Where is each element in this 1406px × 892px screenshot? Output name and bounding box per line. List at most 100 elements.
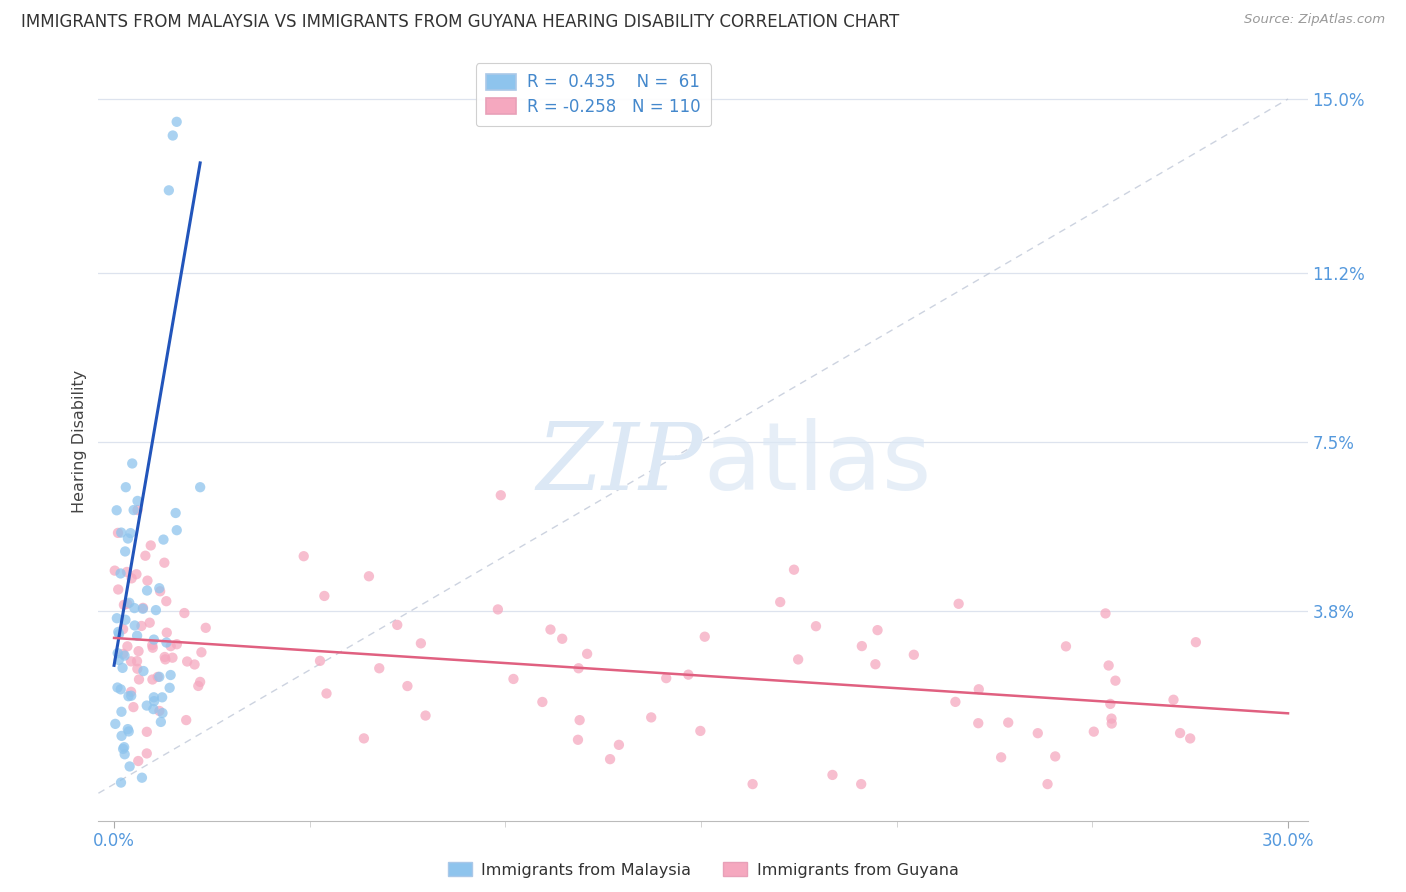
Point bbox=[1045, 749, 1067, 764]
Point bbox=[1098, 658, 1121, 673]
Text: IMMIGRANTS FROM MALAYSIA VS IMMIGRANTS FROM GUYANA HEARING DISABILITY CORRELATIO: IMMIGRANTS FROM MALAYSIA VS IMMIGRANTS F… bbox=[21, 13, 900, 31]
Point bbox=[146, 670, 169, 684]
Point bbox=[967, 716, 990, 731]
Point bbox=[120, 526, 142, 541]
Point bbox=[689, 723, 711, 738]
Point bbox=[149, 714, 172, 729]
Point bbox=[166, 637, 188, 651]
Point bbox=[135, 747, 157, 761]
Point bbox=[155, 594, 177, 608]
Point bbox=[128, 644, 150, 658]
Point bbox=[409, 636, 432, 650]
Point bbox=[188, 674, 211, 689]
Point bbox=[866, 623, 889, 637]
Point bbox=[157, 183, 180, 197]
Point bbox=[693, 630, 716, 644]
Point bbox=[1036, 777, 1059, 791]
Point bbox=[165, 506, 187, 520]
Point bbox=[128, 673, 150, 687]
Point bbox=[967, 682, 990, 697]
Point bbox=[1104, 673, 1126, 688]
Point bbox=[143, 694, 166, 708]
Point bbox=[145, 603, 167, 617]
Point bbox=[104, 564, 127, 578]
Point bbox=[415, 708, 437, 723]
Point bbox=[104, 717, 127, 731]
Point bbox=[1185, 635, 1208, 649]
Point bbox=[174, 713, 197, 727]
Point bbox=[117, 690, 139, 704]
Point bbox=[125, 654, 148, 668]
Point bbox=[1026, 726, 1049, 740]
Text: ZIP: ZIP bbox=[536, 419, 703, 509]
Point bbox=[153, 650, 176, 665]
Point bbox=[127, 754, 149, 768]
Point bbox=[108, 627, 131, 641]
Point bbox=[155, 652, 177, 666]
Point bbox=[502, 672, 524, 686]
Point bbox=[655, 671, 678, 685]
Point bbox=[117, 722, 139, 736]
Point bbox=[1163, 692, 1185, 706]
Point bbox=[107, 582, 129, 597]
Point bbox=[486, 602, 509, 616]
Point bbox=[142, 632, 165, 647]
Point bbox=[153, 556, 176, 570]
Point bbox=[640, 710, 662, 724]
Point bbox=[110, 705, 132, 719]
Point bbox=[114, 648, 136, 663]
Point bbox=[127, 503, 149, 517]
Point bbox=[159, 668, 181, 682]
Point bbox=[190, 645, 212, 659]
Point bbox=[368, 661, 391, 675]
Point bbox=[540, 623, 562, 637]
Point bbox=[107, 681, 129, 695]
Point bbox=[156, 625, 179, 640]
Point bbox=[135, 724, 157, 739]
Point bbox=[166, 523, 188, 537]
Legend: Immigrants from Malaysia, Immigrants from Guyana: Immigrants from Malaysia, Immigrants fro… bbox=[441, 855, 965, 884]
Point bbox=[117, 640, 139, 654]
Point bbox=[865, 657, 887, 672]
Point bbox=[122, 503, 145, 517]
Point bbox=[114, 613, 136, 627]
Point bbox=[124, 601, 146, 615]
Point bbox=[112, 598, 135, 612]
Point bbox=[176, 655, 198, 669]
Point bbox=[141, 638, 163, 652]
Point bbox=[183, 657, 205, 672]
Point bbox=[568, 713, 591, 727]
Point bbox=[105, 611, 128, 625]
Point bbox=[132, 664, 155, 678]
Point bbox=[292, 549, 315, 564]
Point bbox=[155, 635, 177, 649]
Point bbox=[396, 679, 419, 693]
Point bbox=[551, 632, 574, 646]
Point bbox=[121, 571, 143, 585]
Point bbox=[152, 533, 174, 547]
Point bbox=[114, 480, 136, 494]
Point bbox=[1083, 724, 1105, 739]
Point bbox=[314, 589, 336, 603]
Point bbox=[1054, 640, 1077, 654]
Point bbox=[1180, 731, 1202, 746]
Point bbox=[152, 706, 174, 720]
Point bbox=[107, 653, 129, 667]
Point bbox=[194, 621, 217, 635]
Point bbox=[804, 619, 827, 633]
Point bbox=[1099, 697, 1122, 711]
Point bbox=[166, 115, 188, 129]
Point bbox=[787, 652, 810, 666]
Point bbox=[567, 661, 589, 675]
Point bbox=[138, 615, 160, 630]
Point bbox=[107, 624, 129, 639]
Point bbox=[136, 574, 159, 588]
Point bbox=[149, 584, 172, 599]
Point bbox=[1168, 726, 1191, 740]
Point bbox=[387, 618, 409, 632]
Point bbox=[117, 597, 139, 611]
Point bbox=[1101, 712, 1123, 726]
Point bbox=[678, 667, 700, 681]
Point bbox=[139, 538, 162, 552]
Point bbox=[141, 673, 163, 687]
